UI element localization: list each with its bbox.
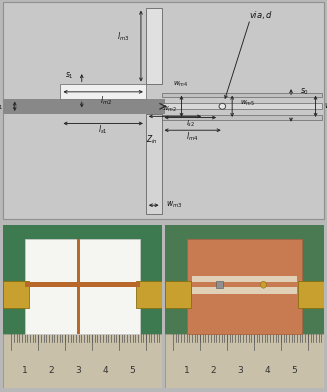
Circle shape [261, 281, 266, 288]
Bar [26, 239, 140, 334]
Text: 5: 5 [291, 367, 297, 376]
Bar [3, 334, 162, 388]
Text: 3: 3 [76, 367, 81, 376]
Text: 4: 4 [265, 367, 270, 376]
Text: $l_{m4}$: $l_{m4}$ [186, 131, 199, 143]
Text: $w_{m1}$: $w_{m1}$ [0, 101, 3, 112]
Text: 3: 3 [238, 367, 243, 376]
Bar [146, 8, 162, 84]
Text: $s_1$: $s_1$ [65, 71, 74, 82]
Text: $l_{s1}$: $l_{s1}$ [98, 124, 108, 136]
Circle shape [219, 103, 226, 109]
Text: $l_{m2}$: $l_{m2}$ [100, 94, 112, 107]
Text: $via, d$: $via, d$ [249, 9, 273, 21]
Bar [146, 114, 162, 214]
Bar [162, 93, 322, 98]
Text: $w_{m3}$: $w_{m3}$ [166, 200, 183, 211]
Text: $w_{c1}$: $w_{c1}$ [324, 101, 327, 112]
Text: 1: 1 [22, 367, 27, 376]
Text: 1: 1 [184, 367, 189, 376]
Bar [165, 281, 191, 308]
Text: 4: 4 [103, 367, 108, 376]
Text: 5: 5 [129, 367, 135, 376]
Text: $w_{m4}$: $w_{m4}$ [173, 80, 188, 89]
Bar [162, 115, 322, 120]
Bar [3, 281, 29, 308]
Text: $l_{m3}$: $l_{m3}$ [117, 31, 129, 44]
Text: $l_{s2}$: $l_{s2}$ [186, 119, 195, 129]
Text: $s_0$: $s_0$ [300, 86, 309, 97]
Text: $w_{m5}$: $w_{m5}$ [240, 99, 256, 108]
Bar [3, 99, 165, 114]
Bar [192, 287, 297, 294]
Bar [136, 281, 162, 308]
Bar [298, 281, 324, 308]
Text: 2: 2 [211, 367, 216, 376]
Bar [60, 84, 146, 99]
Bar [216, 281, 223, 288]
Bar [26, 282, 140, 287]
Bar [192, 276, 297, 282]
Bar [77, 239, 80, 334]
Bar [165, 334, 324, 388]
Text: $w_{m2}$: $w_{m2}$ [163, 105, 178, 114]
Bar [187, 239, 301, 334]
Bar [162, 103, 322, 109]
Text: 2: 2 [49, 367, 55, 376]
Text: $Z_{in}$: $Z_{in}$ [146, 134, 158, 146]
